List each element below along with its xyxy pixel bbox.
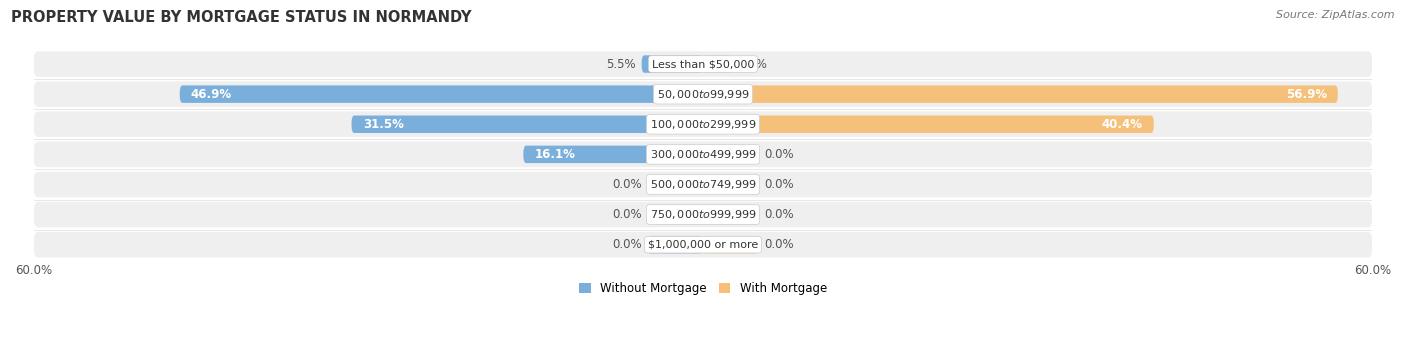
Text: $300,000 to $499,999: $300,000 to $499,999 bbox=[650, 148, 756, 161]
FancyBboxPatch shape bbox=[34, 232, 1372, 257]
FancyBboxPatch shape bbox=[647, 176, 703, 193]
Text: Less than $50,000: Less than $50,000 bbox=[652, 59, 754, 69]
Text: 16.1%: 16.1% bbox=[534, 148, 575, 161]
Text: 0.0%: 0.0% bbox=[765, 178, 794, 191]
FancyBboxPatch shape bbox=[703, 176, 759, 193]
Text: $750,000 to $999,999: $750,000 to $999,999 bbox=[650, 208, 756, 221]
Text: 0.0%: 0.0% bbox=[612, 178, 641, 191]
Text: 0.0%: 0.0% bbox=[612, 208, 641, 221]
Text: Source: ZipAtlas.com: Source: ZipAtlas.com bbox=[1277, 10, 1395, 20]
FancyBboxPatch shape bbox=[703, 85, 1339, 103]
Legend: Without Mortgage, With Mortgage: Without Mortgage, With Mortgage bbox=[574, 278, 832, 300]
FancyBboxPatch shape bbox=[703, 116, 1154, 133]
Text: 5.5%: 5.5% bbox=[606, 57, 636, 71]
FancyBboxPatch shape bbox=[180, 85, 703, 103]
FancyBboxPatch shape bbox=[647, 206, 703, 223]
FancyBboxPatch shape bbox=[352, 116, 703, 133]
FancyBboxPatch shape bbox=[34, 112, 1372, 137]
FancyBboxPatch shape bbox=[703, 146, 759, 163]
FancyBboxPatch shape bbox=[647, 236, 703, 253]
Text: 0.0%: 0.0% bbox=[765, 208, 794, 221]
FancyBboxPatch shape bbox=[703, 206, 759, 223]
Text: 2.6%: 2.6% bbox=[738, 57, 768, 71]
FancyBboxPatch shape bbox=[703, 236, 759, 253]
Text: 40.4%: 40.4% bbox=[1101, 118, 1143, 131]
FancyBboxPatch shape bbox=[34, 202, 1372, 227]
Text: 0.0%: 0.0% bbox=[765, 148, 794, 161]
Text: 0.0%: 0.0% bbox=[612, 238, 641, 251]
Text: $50,000 to $99,999: $50,000 to $99,999 bbox=[657, 88, 749, 101]
FancyBboxPatch shape bbox=[34, 141, 1372, 167]
Text: $1,000,000 or more: $1,000,000 or more bbox=[648, 240, 758, 250]
FancyBboxPatch shape bbox=[641, 55, 703, 73]
FancyBboxPatch shape bbox=[34, 81, 1372, 107]
Text: PROPERTY VALUE BY MORTGAGE STATUS IN NORMANDY: PROPERTY VALUE BY MORTGAGE STATUS IN NOR… bbox=[11, 10, 472, 25]
Text: 0.0%: 0.0% bbox=[765, 238, 794, 251]
Text: 46.9%: 46.9% bbox=[191, 88, 232, 101]
FancyBboxPatch shape bbox=[703, 55, 733, 73]
FancyBboxPatch shape bbox=[34, 172, 1372, 197]
FancyBboxPatch shape bbox=[523, 146, 703, 163]
Text: 31.5%: 31.5% bbox=[363, 118, 404, 131]
Text: 56.9%: 56.9% bbox=[1285, 88, 1327, 101]
FancyBboxPatch shape bbox=[34, 51, 1372, 77]
Text: $100,000 to $299,999: $100,000 to $299,999 bbox=[650, 118, 756, 131]
Text: $500,000 to $749,999: $500,000 to $749,999 bbox=[650, 178, 756, 191]
